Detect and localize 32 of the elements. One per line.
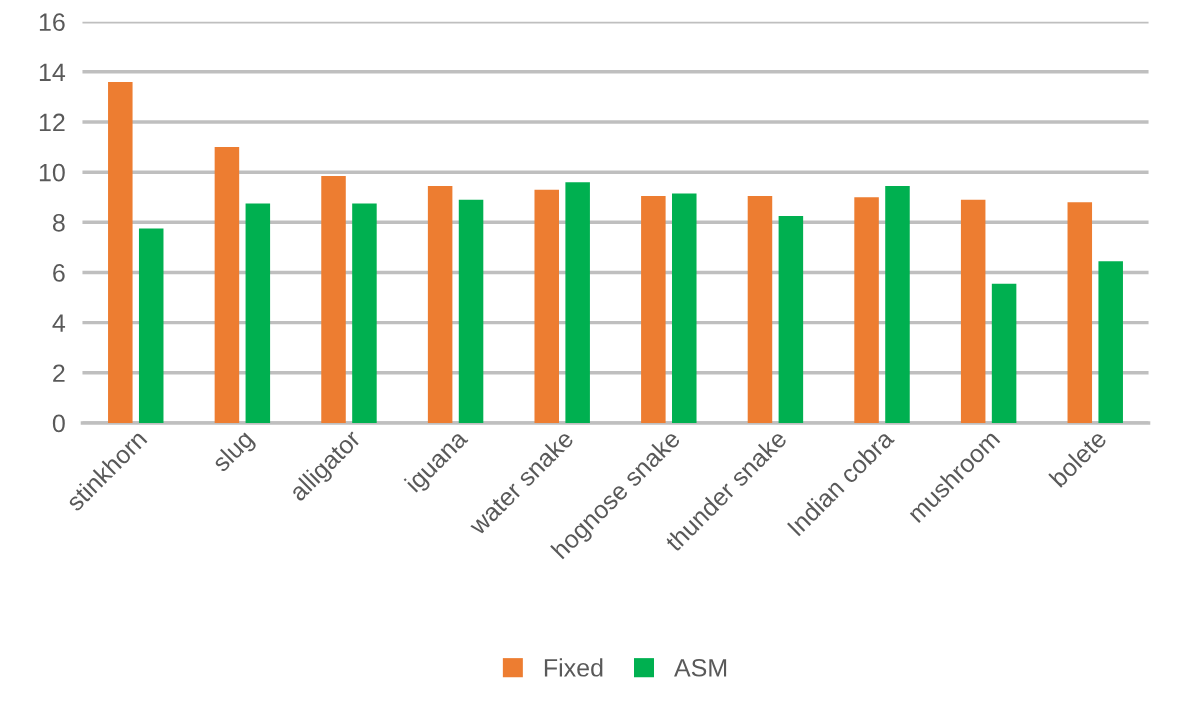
y-tick-label: 2 [53, 364, 65, 382]
bar [1098, 261, 1123, 423]
legend-label: ASM [674, 658, 727, 677]
y-tick-label: 16 [39, 13, 65, 31]
y-tick-label: 0 [52, 414, 65, 433]
bar [565, 182, 590, 423]
bar [245, 203, 271, 423]
bar [672, 193, 697, 423]
bar [885, 185, 910, 423]
y-tick-label: 12 [39, 113, 65, 132]
bar [991, 283, 1017, 423]
legend-label: Fixed [544, 658, 603, 677]
x-tick-label: slug [210, 428, 258, 477]
y-tick-label: 10 [39, 163, 65, 182]
bar [321, 175, 346, 423]
bar [108, 81, 133, 423]
y-tick-label: 4 [52, 314, 66, 332]
bar [778, 216, 804, 423]
bar [214, 147, 240, 423]
bar [458, 199, 484, 423]
bar [534, 189, 559, 423]
y-tick-label: 14 [39, 63, 66, 81]
bar [854, 197, 879, 423]
y-tick-label: 8 [52, 213, 65, 232]
bar [747, 195, 773, 423]
bar [1067, 202, 1093, 423]
bar [427, 185, 453, 423]
bar [641, 195, 666, 423]
y-tick-label: 6 [53, 264, 65, 282]
bar [960, 199, 986, 423]
bar [138, 228, 164, 423]
bar [352, 203, 377, 423]
